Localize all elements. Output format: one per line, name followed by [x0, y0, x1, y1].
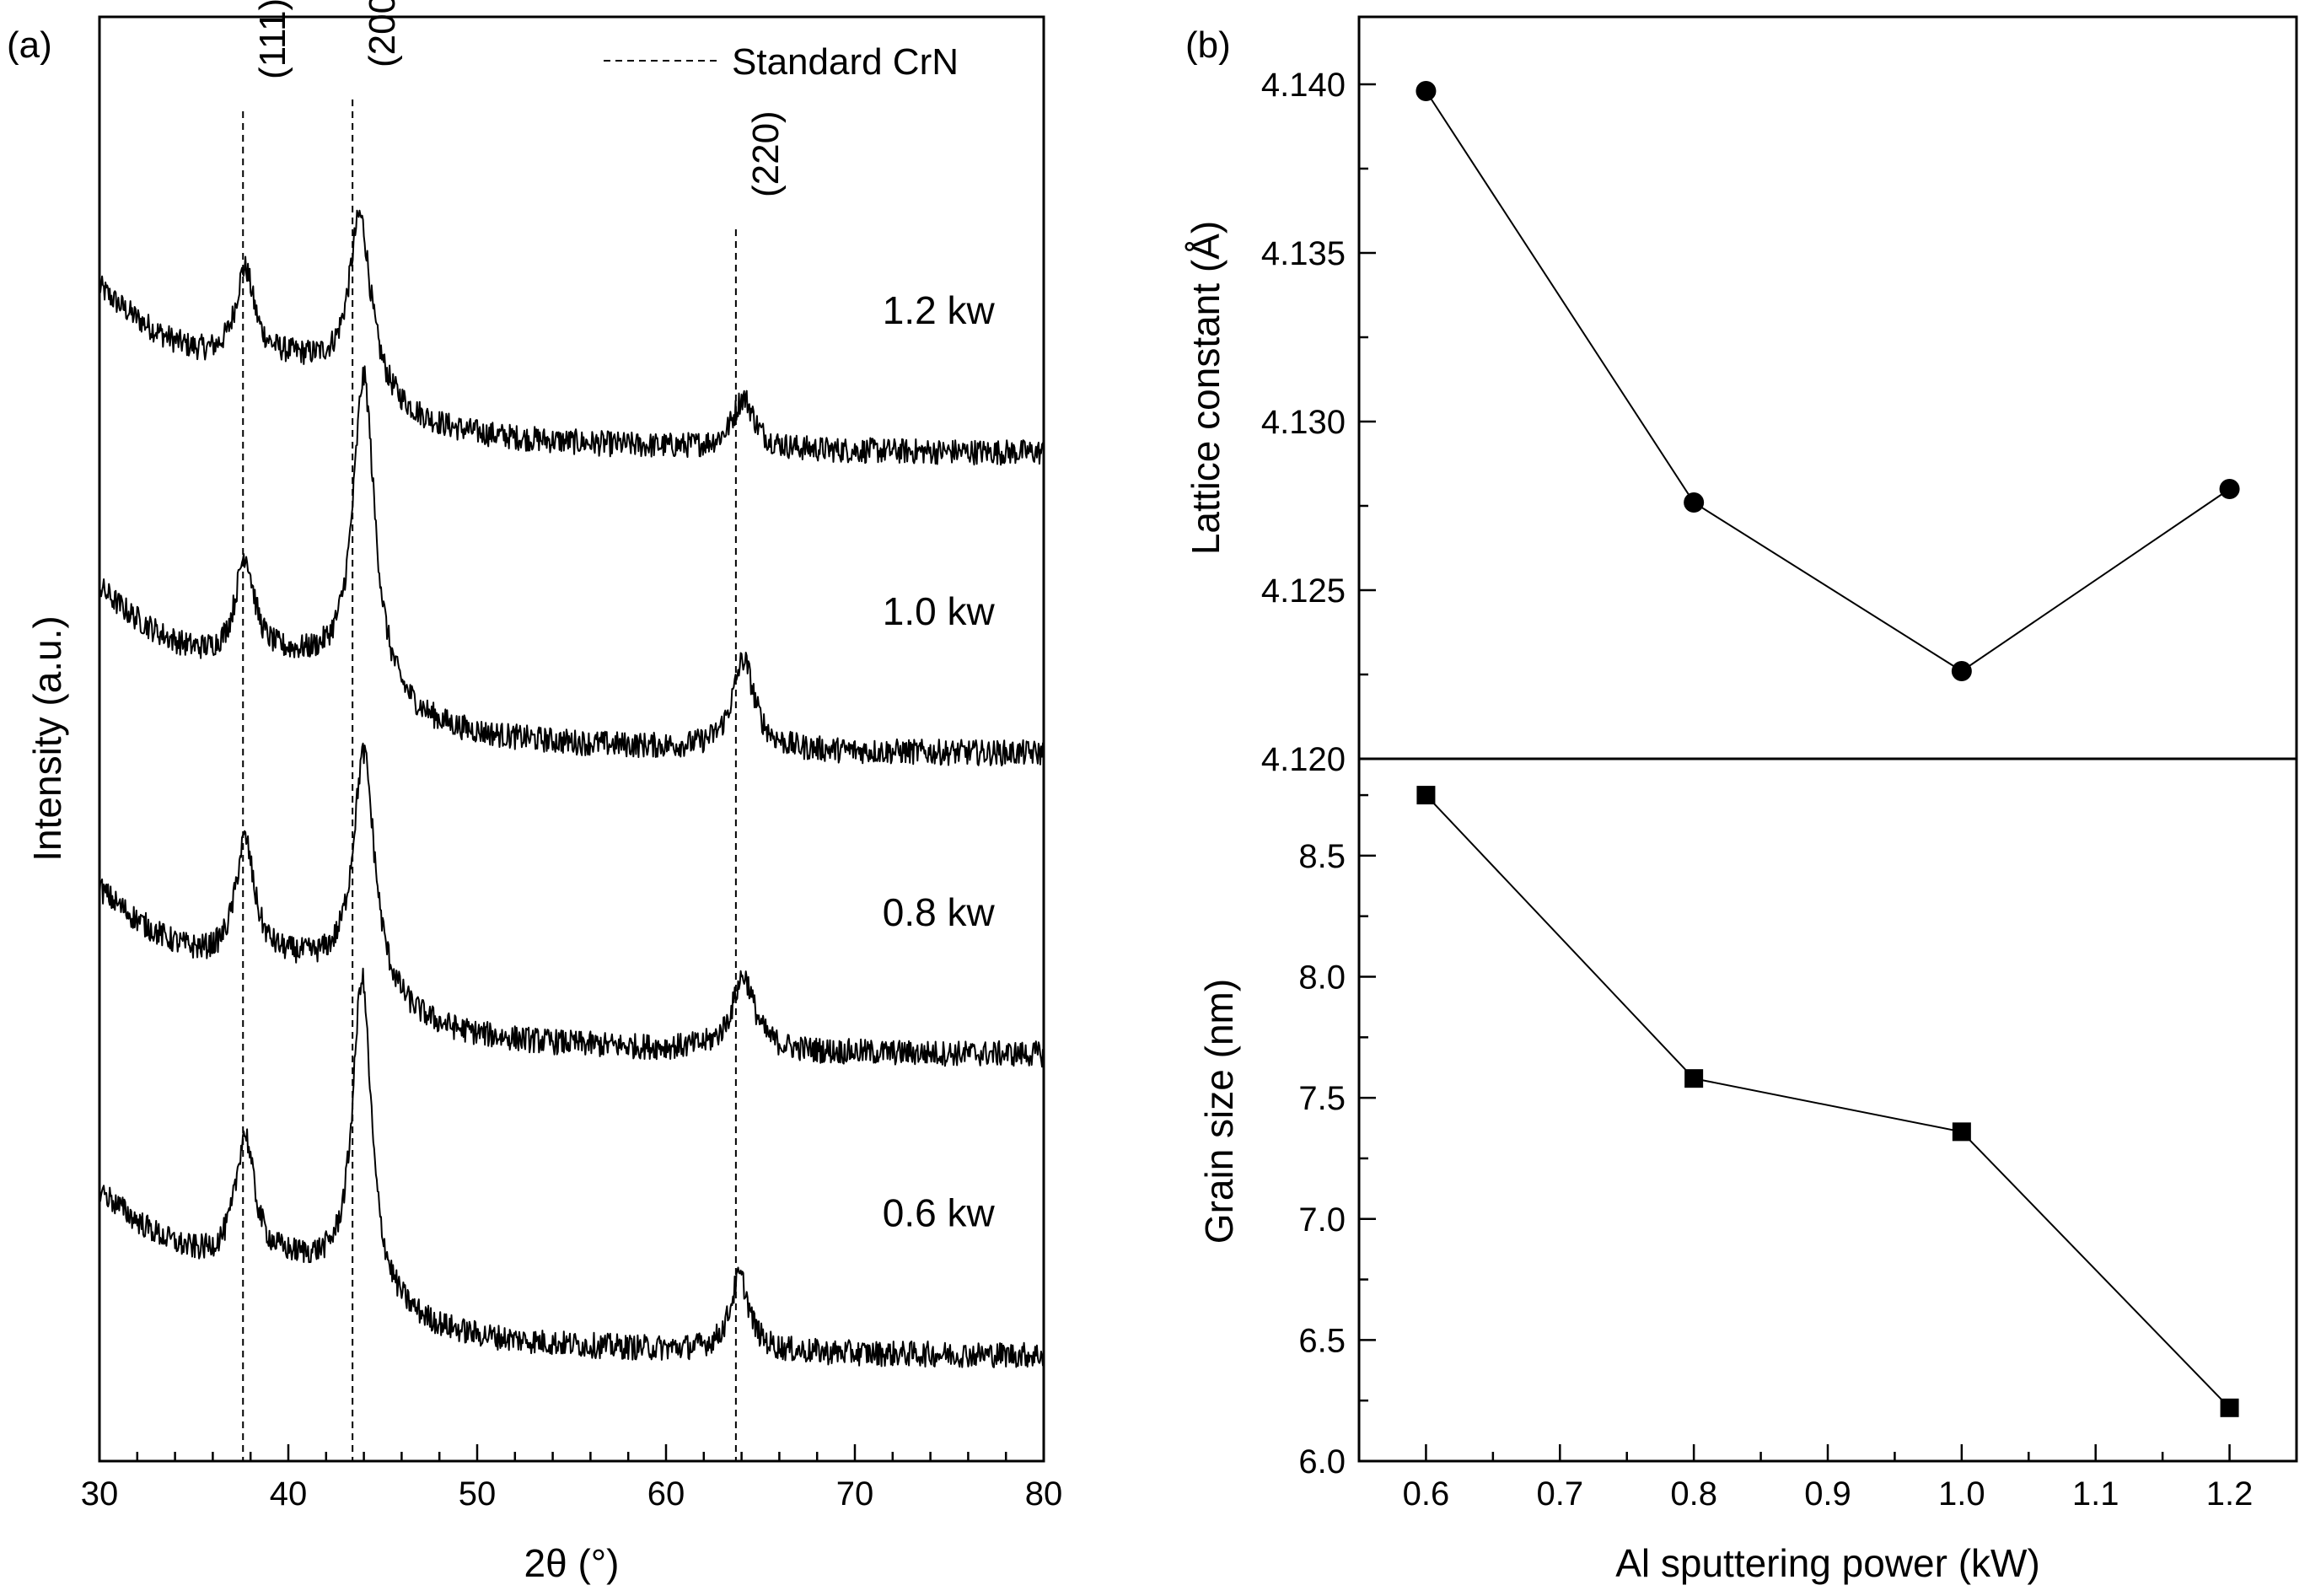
panel-a-axes: 30 40 50 60 70 80 [81, 1444, 1063, 1513]
x-tick-label: 1.1 [2072, 1475, 2119, 1513]
xrd-trace [99, 967, 1045, 1368]
standard-crn-reference-lines: (111) (200) (220) [242, 0, 787, 1461]
xrd-trace [99, 209, 1045, 466]
x-tick-label: 60 [647, 1475, 685, 1513]
y-tick-label: 7.0 [1298, 1201, 1346, 1239]
reference-line-label: (200) [362, 0, 403, 67]
y-tick-label: 6.5 [1298, 1322, 1346, 1359]
panel-b-frame [1357, 15, 2298, 1463]
y-tick-label: 4.120 [1261, 741, 1346, 778]
x-tick-label: 40 [270, 1475, 308, 1513]
x-tick-label: 70 [836, 1475, 874, 1513]
x-tick-label: 80 [1025, 1475, 1063, 1513]
grain-size-point [2220, 1398, 2239, 1417]
y-tick-label: 4.135 [1261, 235, 1346, 272]
x-tick-label: 0.6 [1403, 1475, 1450, 1513]
y-tick-label: 7.5 [1298, 1080, 1346, 1117]
grain-size-point [1684, 1069, 1704, 1088]
panel-b-trends: (b) 0.6 0.7 0.8 0.9 1.0 1.1 1.2 4.120 4.125 4.130… [1184, 15, 2298, 1585]
x-tick-label: 1.2 [2206, 1475, 2254, 1513]
trace-label: 0.8 kw [883, 890, 996, 934]
x-tick-label: 30 [81, 1475, 119, 1513]
reference-line-label: (111) [252, 0, 293, 79]
y-tick-label: 6.0 [1298, 1443, 1346, 1480]
grain-size-point [1416, 786, 1436, 805]
panel-b-label: (b) [1185, 24, 1231, 66]
xrd-traces: 1.2 kw 1.0 kw 0.8 kw 0.6 kw [99, 209, 1045, 1368]
y-tick-label: 4.130 [1261, 404, 1346, 441]
grain-size-line [1425, 794, 2231, 1409]
x-tick-label: 1.0 [1938, 1475, 1985, 1513]
x-tick-label: 50 [459, 1475, 497, 1513]
y-tick-label: 8.5 [1298, 838, 1346, 875]
x-tick-label: 0.7 [1536, 1475, 1583, 1513]
legend-label: Standard CrN [732, 41, 959, 83]
grain-size-ylabel: Grain size (nm) [1197, 979, 1241, 1244]
y-tick-label: 4.125 [1261, 572, 1346, 610]
trace-label: 1.2 kw [883, 288, 996, 332]
lattice-constant-point [1684, 492, 1705, 513]
lattice-constant-line [1425, 90, 2231, 673]
x-tick-label: 0.8 [1670, 1475, 1717, 1513]
panel-b-xlabel: Al sputtering power (kW) [1615, 1541, 2040, 1585]
x-tick-label: 0.9 [1804, 1475, 1851, 1513]
panel-a-xlabel: 2θ (°) [524, 1541, 620, 1585]
xrd-trace [99, 365, 1045, 766]
panel-b-plots: 0.6 0.7 0.8 0.9 1.0 1.1 1.2 4.120 4.125 4.130 4.13… [1261, 67, 2253, 1513]
lattice-constant-point [1951, 661, 1972, 681]
panel-a-label: (a) [7, 24, 52, 66]
panel-a-ylabel: Intensity (a.u.) [25, 615, 69, 861]
grain-size-point [1952, 1122, 1971, 1142]
lattice-constant-point [1416, 81, 1437, 101]
panel-a-xrd-patterns: (a) (111) (200) (220) 1.2 kw 1.0 kw 0.8 kw 0.… [7, 0, 1062, 1585]
y-tick-label: 4.140 [1261, 67, 1346, 104]
reference-line-label: (220) [745, 110, 787, 197]
lattice-constant-point [2219, 479, 2240, 499]
lattice-constant-ylabel: Lattice constant (Å) [1184, 221, 1228, 555]
trace-label: 0.6 kw [883, 1191, 996, 1235]
panel-a-frame [98, 15, 1045, 1463]
xrd-trace [99, 742, 1045, 1068]
trace-label: 1.0 kw [883, 589, 996, 633]
y-tick-label: 8.0 [1298, 959, 1346, 997]
